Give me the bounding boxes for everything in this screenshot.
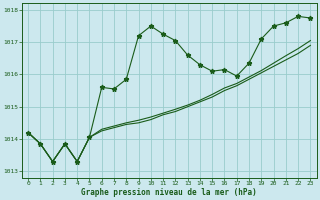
X-axis label: Graphe pression niveau de la mer (hPa): Graphe pression niveau de la mer (hPa): [81, 188, 257, 197]
